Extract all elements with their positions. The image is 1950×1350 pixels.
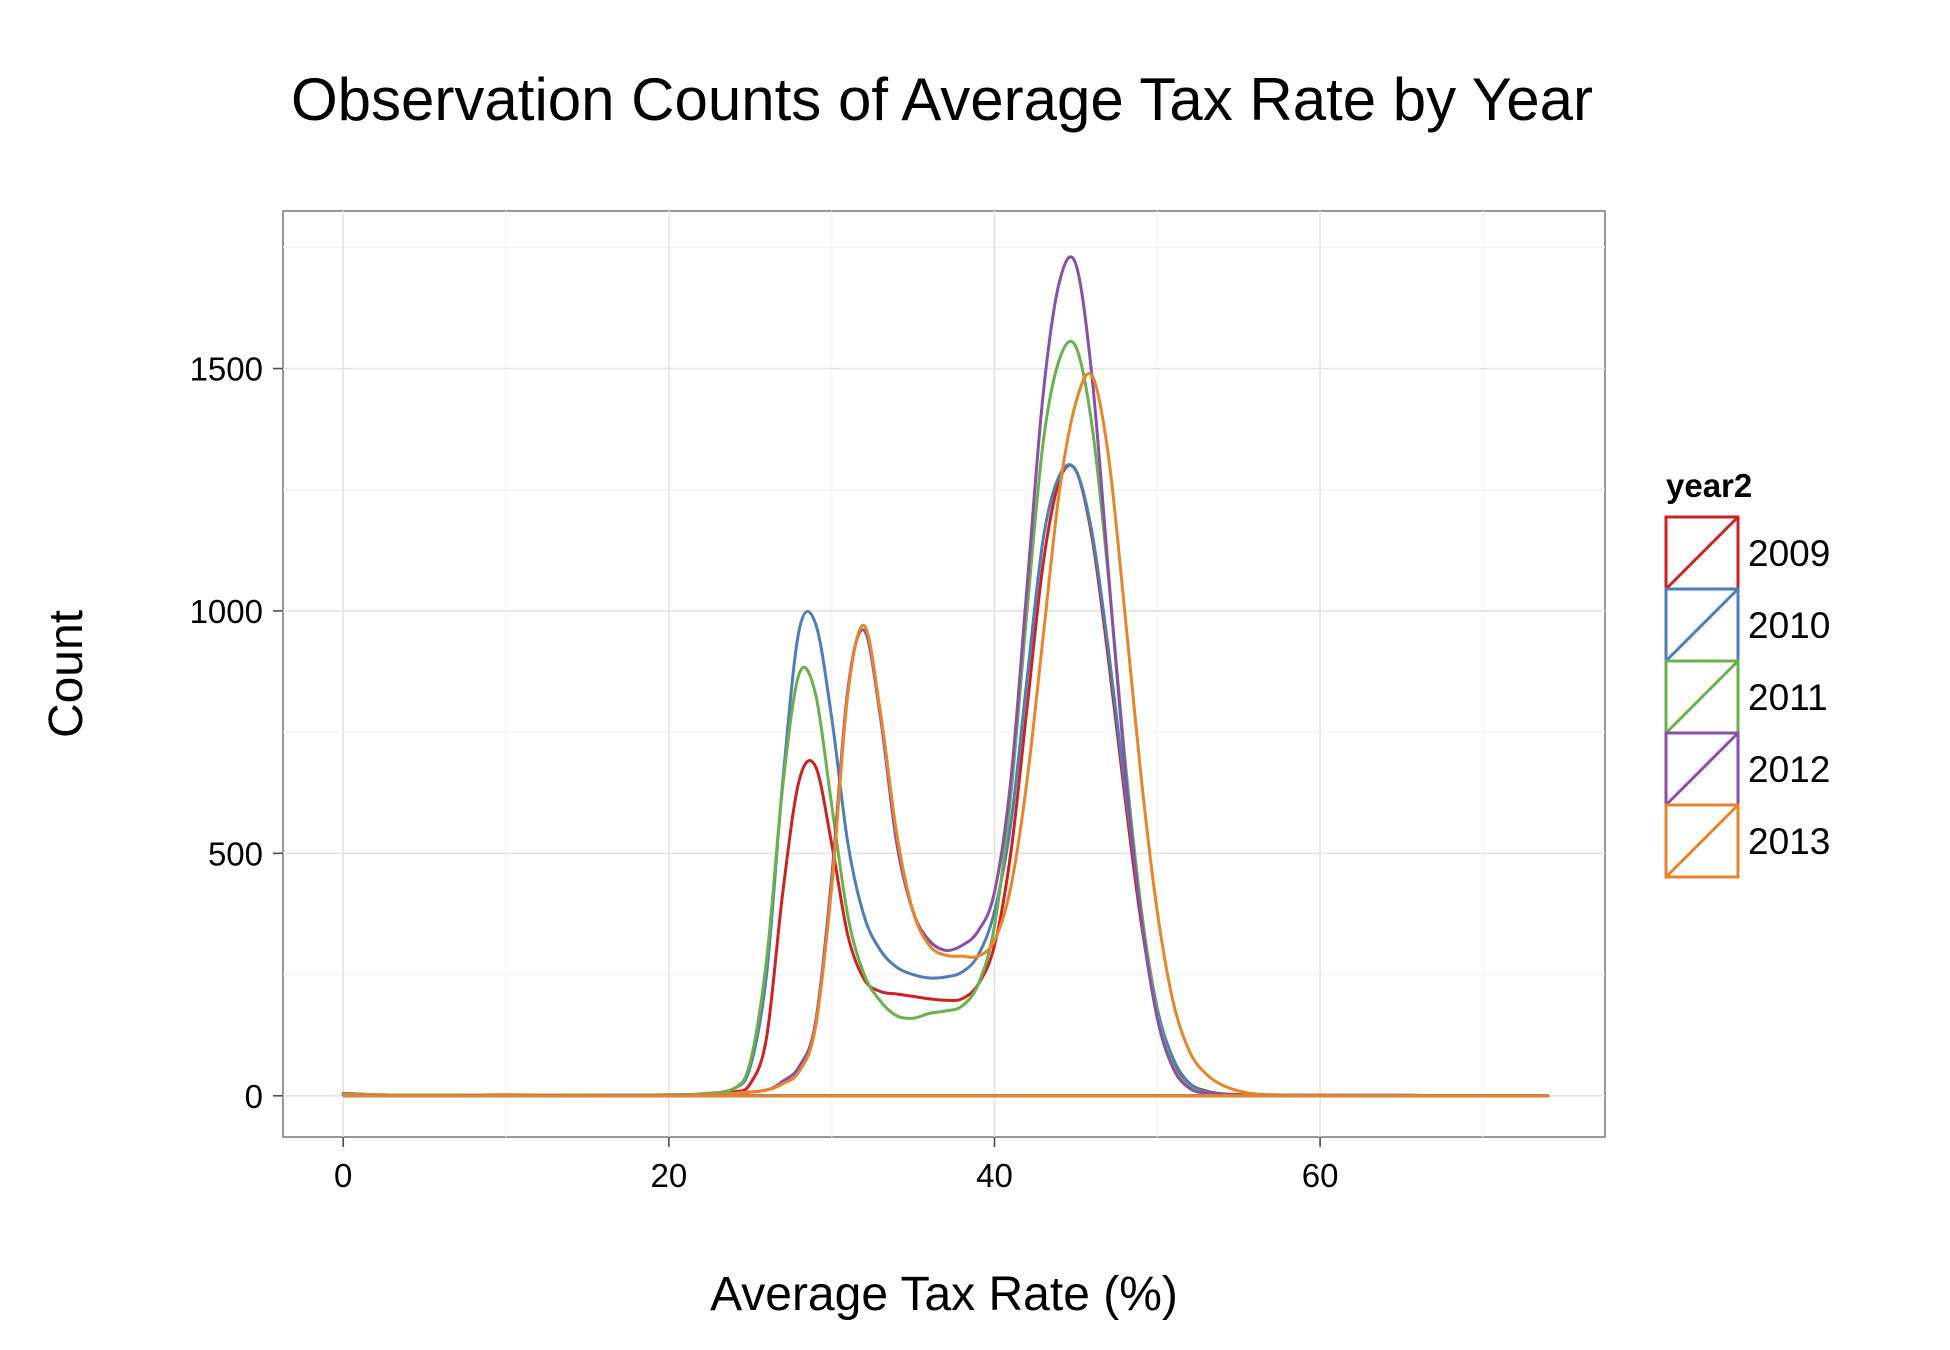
y-tick-label: 1000 <box>190 593 263 630</box>
series-line-2013 <box>341 372 1550 1098</box>
legend-title: year2 <box>1666 467 1752 504</box>
legend-item-2010: 2010 <box>1664 587 1830 663</box>
x-axis: 0 20 40 60 <box>334 1137 1338 1194</box>
legend-key-line <box>1664 587 1740 663</box>
chart-title: Observation Counts of Average Tax Rate b… <box>291 66 1593 133</box>
plot-background <box>282 210 1606 1138</box>
legend-label: 2011 <box>1748 677 1828 718</box>
legend-label: 2012 <box>1748 749 1830 790</box>
legend-item-2009: 2009 <box>1664 515 1830 591</box>
x-tick-label: 40 <box>976 1157 1013 1194</box>
legend-label: 2013 <box>1748 821 1830 862</box>
y-axis-title: Count <box>40 610 93 738</box>
legend-label: 2010 <box>1748 605 1830 646</box>
legend-item-2011: 2011 <box>1664 659 1828 735</box>
x-tick-label: 60 <box>1302 1157 1339 1194</box>
legend: year2 2009 2010 2011 2012 2013 <box>1664 467 1830 879</box>
series-lines <box>341 255 1550 1098</box>
y-tick-label: 500 <box>208 835 263 872</box>
y-axis: 0 500 1000 1500 <box>190 351 283 1115</box>
legend-key-line <box>1664 515 1740 591</box>
x-tick-label: 20 <box>650 1157 687 1194</box>
legend-key-line <box>1664 659 1740 735</box>
plot-panel <box>282 210 1606 1138</box>
legend-label: 2009 <box>1748 533 1830 574</box>
y-tick-label: 0 <box>245 1078 263 1115</box>
legend-key-line <box>1664 803 1740 879</box>
legend-items: 2009 2010 2011 2012 2013 <box>1664 515 1830 879</box>
legend-key-line <box>1664 731 1740 807</box>
legend-item-2012: 2012 <box>1664 731 1830 807</box>
legend-item-2013: 2013 <box>1664 803 1830 879</box>
y-tick-label: 1500 <box>190 351 263 388</box>
x-axis-title: Average Tax Rate (%) <box>710 1268 1178 1321</box>
x-tick-label: 0 <box>334 1157 352 1194</box>
